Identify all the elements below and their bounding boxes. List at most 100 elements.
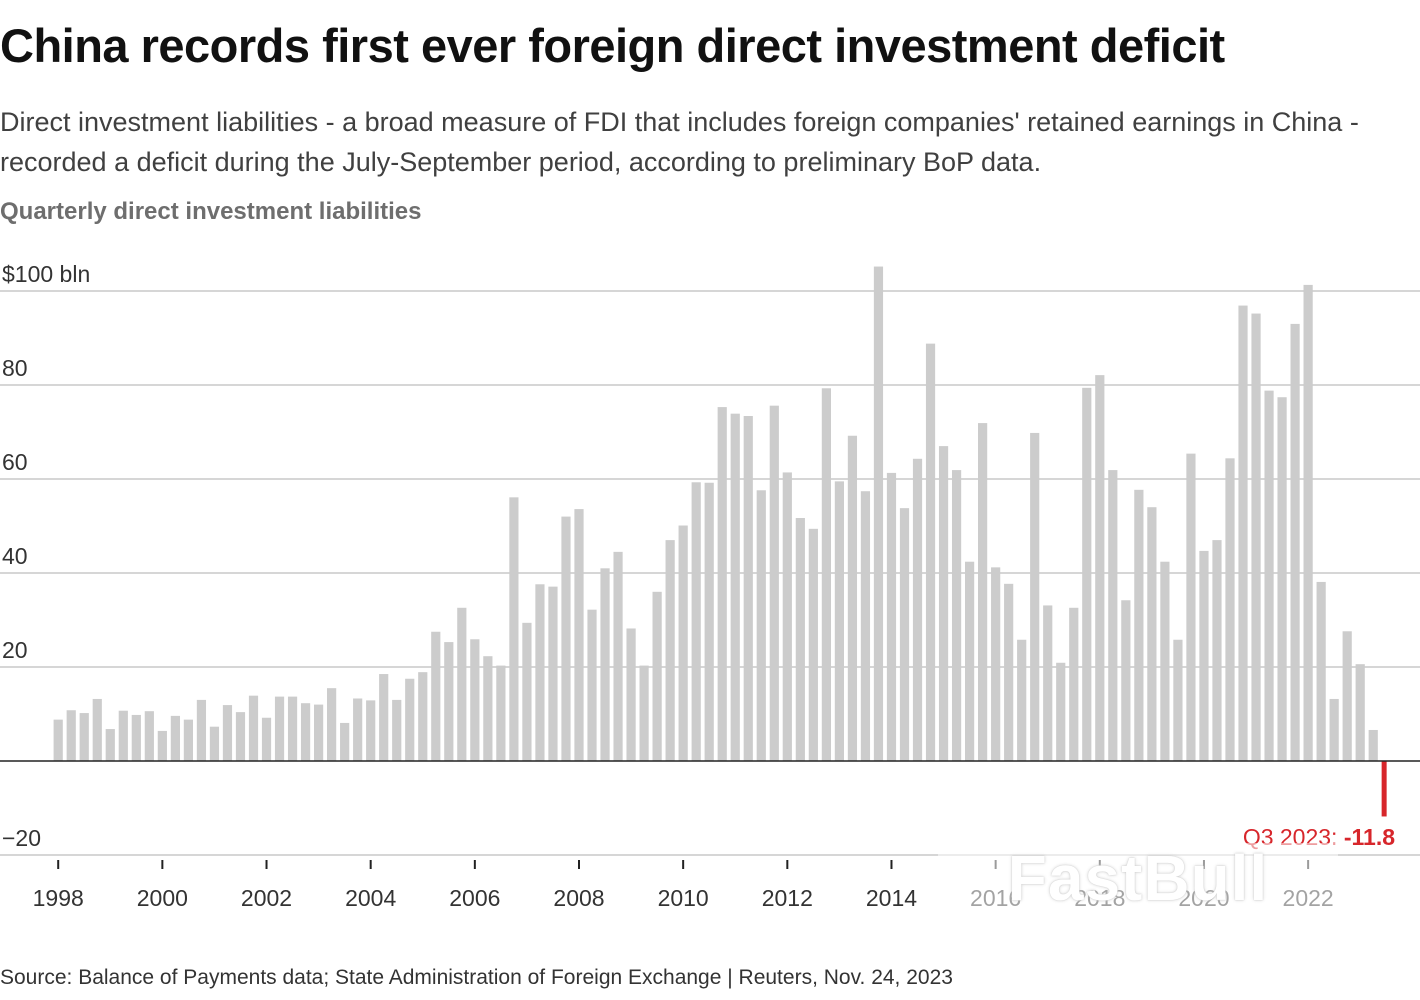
bar: [717, 407, 727, 761]
bar: [457, 607, 467, 761]
bar: [1056, 662, 1066, 761]
bar: [756, 490, 766, 761]
bar: [496, 665, 506, 761]
bar: [340, 722, 350, 761]
bar: [1212, 540, 1222, 761]
y-tick-label: −20: [2, 825, 41, 851]
x-tick-label: 2002: [241, 885, 292, 911]
bar: [743, 416, 753, 761]
bar: [1082, 387, 1092, 761]
bar: [1303, 284, 1313, 761]
bar: [678, 525, 688, 761]
bar: [1017, 639, 1027, 761]
watermark: FastBull: [938, 842, 1338, 914]
bar: [1368, 729, 1378, 761]
bar: [1030, 432, 1040, 761]
x-tick-label: 2012: [762, 885, 813, 911]
bar: [639, 665, 649, 761]
bar: [1225, 458, 1235, 761]
bar: [287, 696, 298, 761]
bar: [274, 696, 285, 761]
bar: [1290, 323, 1300, 761]
bar: [548, 586, 558, 761]
chart-title: China records first ever foreign direct …: [0, 19, 1225, 72]
bar: [665, 540, 675, 761]
bar: [444, 642, 454, 761]
y-tick-label: 80: [2, 355, 28, 381]
bar: [704, 482, 714, 761]
bar: [1316, 581, 1326, 761]
bar: [418, 672, 428, 761]
bar: [860, 491, 871, 761]
bar: [1069, 607, 1079, 761]
y-tick-label: 60: [2, 449, 28, 475]
bar: [509, 497, 519, 761]
bar: [327, 688, 337, 761]
bar: [1160, 561, 1170, 761]
bar: [1004, 583, 1014, 761]
bar: [938, 446, 949, 761]
bar: [1043, 605, 1053, 761]
bar: [1329, 698, 1339, 761]
bar: [261, 717, 272, 761]
bar: [912, 458, 923, 761]
bar: [886, 472, 897, 761]
bar: [431, 631, 441, 761]
bar: [196, 699, 207, 761]
bar: [626, 628, 636, 761]
bar: [821, 388, 831, 761]
bar: [222, 705, 233, 761]
bar: [808, 528, 818, 761]
bar: [131, 714, 141, 761]
bar: [314, 704, 324, 761]
bar: [769, 405, 779, 761]
x-tick-label: 2008: [553, 885, 604, 911]
chart-subtitle: Direct investment liabilities - a broad …: [0, 107, 1359, 177]
bar: [1095, 375, 1105, 761]
bar: [587, 609, 597, 761]
bar: [105, 729, 115, 761]
bar: [300, 703, 311, 761]
bar: [782, 472, 792, 761]
bar: [183, 719, 193, 761]
chart-label: Quarterly direct investment liabilities: [0, 198, 422, 225]
bar: [1238, 305, 1248, 761]
bar: [1199, 550, 1209, 761]
bar: [66, 710, 76, 761]
bar: [1173, 639, 1183, 761]
bar: [405, 678, 415, 761]
bar: [691, 482, 701, 761]
bar: [834, 481, 844, 761]
bar: [366, 700, 376, 761]
x-tick-label: 2014: [866, 885, 917, 911]
source-note: Source: Balance of Payments data; State …: [0, 966, 953, 989]
bar: [1264, 390, 1274, 761]
y-tick-label: $100 bln: [2, 261, 90, 287]
bar: [1355, 664, 1365, 761]
bar: [965, 561, 975, 761]
bar: [574, 509, 584, 761]
bar: [170, 715, 180, 761]
bar: [561, 516, 571, 761]
bar: [1121, 600, 1131, 761]
y-tick-label: 40: [2, 543, 28, 569]
bar: [925, 343, 936, 761]
bar: [392, 699, 402, 761]
x-tick-label: 2006: [449, 885, 500, 911]
bar: [1186, 453, 1196, 761]
bar: [144, 711, 154, 761]
bar: [600, 568, 610, 761]
bar: [53, 719, 63, 761]
bar: [795, 518, 805, 761]
x-tick-label: 2000: [137, 885, 188, 911]
bar: [235, 712, 246, 761]
bar: [899, 508, 910, 761]
x-tick-label: 1998: [33, 885, 84, 911]
bar: [652, 591, 662, 761]
bar: [470, 639, 480, 761]
bar: [1147, 507, 1157, 761]
bar: [522, 622, 532, 761]
bar: [379, 674, 389, 761]
x-tick-label: 2010: [658, 885, 709, 911]
bar: [248, 695, 259, 761]
